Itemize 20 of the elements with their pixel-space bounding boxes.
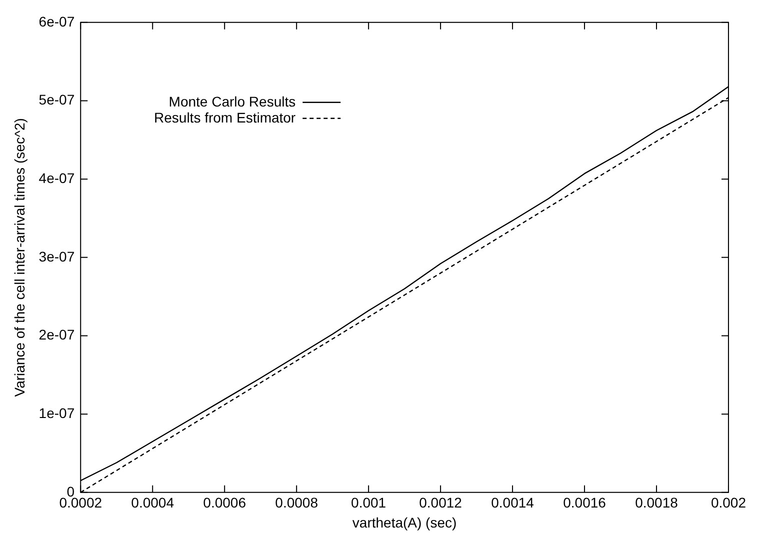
- y-tick-label: 1e-07: [38, 404, 75, 421]
- legend-label: Monte Carlo Results: [168, 93, 296, 110]
- x-axis-title: vartheta(A) (sec): [352, 514, 457, 530]
- y-axis-title: Variance of the cell inter-arrival times (sec^2): [11, 118, 28, 397]
- x-tick-label: 0.0016: [563, 494, 606, 511]
- x-tick-label: 0.0004: [131, 494, 174, 511]
- legend-label: Results from Estimator: [154, 109, 296, 126]
- y-tick-label: 4e-07: [38, 170, 75, 186]
- y-tick-label: 0: [66, 483, 75, 500]
- x-tick-label: 0.0014: [491, 494, 534, 511]
- x-tick-label: 0.0008: [275, 494, 318, 511]
- x-tick-label: 0.0018: [635, 494, 678, 511]
- x-tick-label: 0.0006: [203, 494, 246, 511]
- y-tick-label: 2e-07: [38, 326, 75, 343]
- y-tick-label: 6e-07: [38, 13, 75, 30]
- x-tick-label: 0.001: [351, 494, 386, 511]
- y-tick-label: 3e-07: [38, 248, 75, 264]
- y-tick-label: 5e-07: [38, 92, 75, 108]
- x-tick-label: 0.0012: [419, 494, 462, 511]
- x-tick-label: 0.002: [710, 494, 746, 511]
